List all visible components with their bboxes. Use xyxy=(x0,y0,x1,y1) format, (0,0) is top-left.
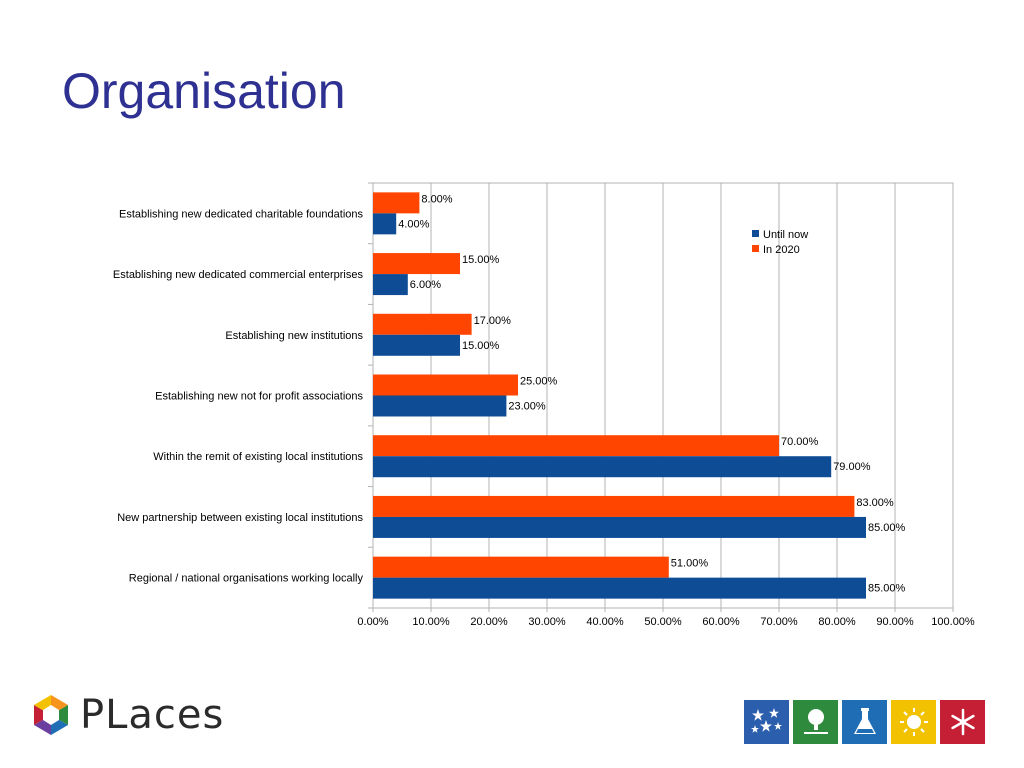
x-tick-label: 20.00% xyxy=(470,616,508,628)
x-tick-label: 40.00% xyxy=(586,616,624,628)
x-tick-label: 10.00% xyxy=(412,616,450,628)
category-label: Establishing new dedicated charitable fo… xyxy=(119,208,363,220)
tree-icon xyxy=(793,700,838,744)
data-label-in-2020: 17.00% xyxy=(474,315,512,327)
stars-icon xyxy=(744,700,789,744)
data-label-in-2020: 83.00% xyxy=(856,497,894,509)
category-label: Establishing new dedicated commercial en… xyxy=(113,269,364,281)
bar-in-2020 xyxy=(373,374,518,396)
bar-in-2020 xyxy=(373,435,779,457)
category-label: Within the remit of existing local insti… xyxy=(153,451,363,463)
data-label-in-2020: 70.00% xyxy=(781,436,819,448)
data-label-in-2020: 25.00% xyxy=(520,376,558,388)
category-label: New partnership between existing local i… xyxy=(117,512,363,524)
legend-swatch-in-2020 xyxy=(752,245,759,252)
bar-until-now xyxy=(373,577,866,599)
data-label-until-now: 15.00% xyxy=(462,340,500,352)
category-label: Regional / national organisations workin… xyxy=(129,573,364,585)
bar-in-2020 xyxy=(373,495,855,517)
bar-until-now xyxy=(373,395,507,417)
x-tick-label: 100.00% xyxy=(931,616,975,628)
legend-swatch-until-now xyxy=(752,230,759,237)
data-label-in-2020: 15.00% xyxy=(462,254,500,266)
flask-icon xyxy=(842,700,887,744)
x-tick-label: 80.00% xyxy=(818,616,856,628)
data-label-until-now: 6.00% xyxy=(410,279,441,291)
data-label-until-now: 4.00% xyxy=(398,218,429,230)
category-label: Establishing new not for profit associat… xyxy=(155,391,363,403)
x-tick-label: 30.00% xyxy=(528,616,566,628)
logo-text: PLaces xyxy=(80,692,225,738)
sun-icon xyxy=(891,700,936,744)
partner-logos xyxy=(744,700,989,744)
data-label-until-now: 85.00% xyxy=(868,522,906,534)
bar-until-now xyxy=(373,456,832,478)
places-hexagon-icon xyxy=(34,695,68,735)
data-label-in-2020: 8.00% xyxy=(421,193,452,205)
x-tick-label: 0.00% xyxy=(357,616,388,628)
bar-until-now xyxy=(373,213,397,235)
x-tick-label: 50.00% xyxy=(644,616,682,628)
x-tick-label: 60.00% xyxy=(702,616,740,628)
data-label-until-now: 23.00% xyxy=(508,401,546,413)
bar-in-2020 xyxy=(373,313,472,335)
bar-in-2020 xyxy=(373,556,669,578)
legend-label-in-2020: In 2020 xyxy=(763,244,800,256)
data-label-in-2020: 51.00% xyxy=(671,558,709,570)
category-label: Establishing new institutions xyxy=(225,330,363,342)
x-tick-label: 90.00% xyxy=(876,616,914,628)
bar-in-2020 xyxy=(373,192,420,214)
bar-in-2020 xyxy=(373,253,460,275)
places-logo: PLaces xyxy=(28,692,224,738)
data-label-until-now: 79.00% xyxy=(833,461,871,473)
snowflake-icon xyxy=(940,700,985,744)
bar-until-now xyxy=(373,516,866,538)
x-tick-label: 70.00% xyxy=(760,616,798,628)
bar-until-now xyxy=(373,274,408,296)
slide-title: Organisation xyxy=(62,63,346,119)
bar-until-now xyxy=(373,334,460,356)
data-label-until-now: 85.00% xyxy=(868,583,906,595)
legend-label-until-now: Until now xyxy=(763,229,808,241)
